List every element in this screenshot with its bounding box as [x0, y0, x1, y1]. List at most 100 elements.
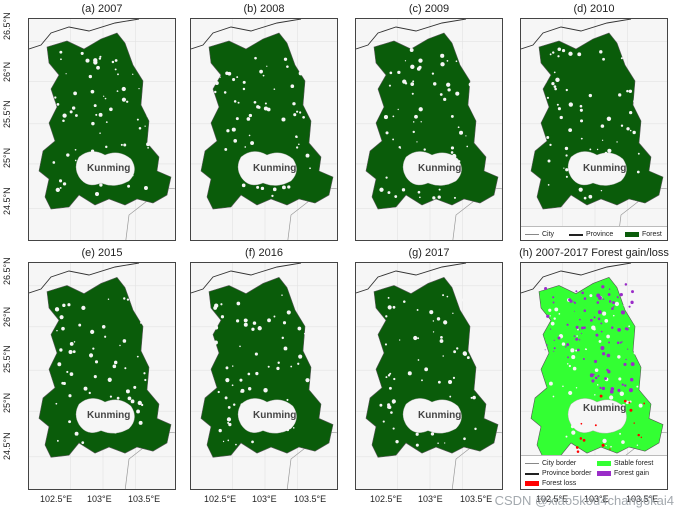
- forest-gain-patch: [597, 317, 601, 321]
- map-frame: Kunming: [28, 262, 176, 490]
- non-forest-patch: [113, 360, 118, 365]
- forest-region: [365, 32, 499, 210]
- non-forest-patch: [600, 189, 603, 192]
- non-forest-patch: [59, 348, 63, 352]
- forest-gain-patch: [611, 307, 614, 311]
- x-tick-label: 102.5°E: [536, 494, 569, 504]
- forest-gain-patch: [544, 349, 546, 351]
- non-forest-patch: [596, 148, 599, 151]
- non-forest-patch: [302, 115, 305, 119]
- non-forest-patch: [123, 297, 126, 300]
- province-line-swatch: [525, 472, 539, 475]
- non-forest-patch: [293, 113, 297, 117]
- non-forest-patch: [251, 440, 254, 444]
- non-forest-patch: [127, 184, 131, 188]
- non-forest-patch: [562, 385, 564, 388]
- non-forest-area: [237, 151, 297, 186]
- non-forest-patch: [235, 443, 237, 446]
- non-forest-patch: [69, 341, 74, 346]
- map-frame: Kunming City Province Forest: [520, 18, 668, 241]
- x-tick-label: 103.5°E: [128, 494, 161, 504]
- forest-gain-patch: [580, 326, 584, 330]
- non-forest-patch: [69, 110, 73, 114]
- non-forest-patch: [472, 395, 476, 400]
- non-forest-patch: [549, 143, 552, 147]
- x-tick-label: 103°E: [252, 494, 277, 504]
- non-forest-patch: [120, 143, 123, 146]
- region-group: [38, 276, 172, 458]
- non-forest-patch: [240, 403, 243, 406]
- non-forest-patch: [96, 65, 100, 70]
- non-forest-patch: [414, 114, 418, 119]
- non-forest-patch: [432, 408, 434, 411]
- non-forest-patch: [123, 143, 127, 147]
- non-forest-patch: [556, 103, 559, 106]
- non-forest-patch: [246, 319, 248, 321]
- non-forest-patch: [112, 364, 117, 369]
- non-forest-patch: [452, 153, 457, 159]
- non-forest-patch: [287, 185, 291, 189]
- non-forest-patch: [143, 96, 146, 100]
- forest-gain-patch: [617, 388, 621, 392]
- non-forest-patch: [543, 80, 547, 84]
- forest-gain-patch: [623, 362, 627, 366]
- legend-city-border-label: City border: [542, 460, 577, 467]
- non-forest-patch: [231, 127, 236, 132]
- forest-gain-patch: [608, 300, 612, 303]
- non-forest-patch: [638, 403, 643, 408]
- y-tick-label: 24.5°N: [2, 432, 12, 460]
- non-forest-patch: [437, 380, 441, 384]
- non-forest-patch: [629, 110, 633, 115]
- non-forest-patch: [588, 93, 593, 98]
- non-forest-patch: [554, 307, 559, 312]
- non-forest-patch: [59, 50, 63, 54]
- non-forest-patch: [111, 60, 115, 64]
- non-forest-patch: [74, 431, 79, 436]
- forest-gain-patch: [628, 305, 631, 308]
- non-forest-patch: [397, 70, 401, 75]
- forest-gain-patch: [619, 293, 623, 297]
- non-forest-patch: [236, 301, 241, 306]
- forest-gain-patch: [591, 379, 595, 383]
- city-label: Kunming: [253, 163, 297, 174]
- non-forest-patch: [453, 350, 457, 354]
- non-forest-patch: [214, 81, 219, 85]
- non-forest-patch: [253, 100, 257, 104]
- non-forest-patch: [52, 101, 56, 105]
- non-forest-patch: [463, 437, 466, 441]
- non-forest-patch: [273, 182, 276, 185]
- non-forest-patch: [256, 105, 260, 109]
- non-forest-patch: [387, 191, 391, 195]
- non-forest-patch: [379, 403, 383, 407]
- forest-gain-patch: [575, 325, 579, 329]
- forest-gain-patch: [589, 373, 594, 378]
- non-forest-patch: [580, 137, 583, 140]
- non-forest-patch: [90, 89, 95, 94]
- non-forest-patch: [385, 376, 388, 379]
- non-forest-patch: [443, 97, 447, 101]
- non-forest-patch: [620, 175, 623, 178]
- map-legend: City border Province border Forest loss …: [521, 455, 667, 489]
- non-forest-patch: [567, 363, 569, 365]
- non-forest-patch: [389, 71, 393, 75]
- forest-gain-patch: [630, 300, 634, 305]
- non-forest-patch: [442, 355, 444, 357]
- non-forest-patch: [281, 336, 284, 340]
- non-forest-patch: [466, 145, 469, 148]
- non-forest-patch: [395, 439, 399, 444]
- non-forest-patch: [286, 172, 290, 176]
- non-forest-patch: [54, 307, 60, 312]
- non-forest-patch: [56, 103, 60, 106]
- non-forest-patch: [104, 335, 107, 338]
- non-forest-patch: [622, 169, 625, 172]
- non-forest-patch: [430, 432, 435, 436]
- non-forest-patch: [576, 335, 578, 337]
- non-forest-patch: [452, 376, 456, 379]
- non-forest-patch: [428, 154, 433, 159]
- forest-loss-patch: [580, 422, 583, 425]
- non-forest-patch: [609, 395, 614, 400]
- legend-stable-forest-label: Stable forest: [614, 460, 654, 467]
- non-forest-patch: [227, 439, 230, 442]
- y-tick-label: 26.5°N: [2, 12, 12, 40]
- non-forest-patch: [561, 49, 566, 53]
